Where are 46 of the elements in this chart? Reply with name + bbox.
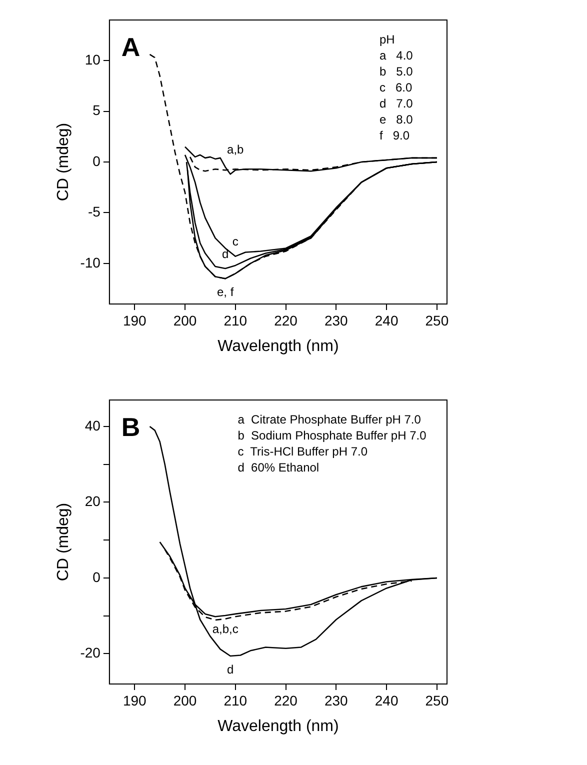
annotation: b Sodium Phosphate Buffer pH 7.0: [238, 428, 427, 442]
x-tick-label: 200: [173, 312, 197, 328]
annotation: e, f: [216, 284, 234, 299]
y-axis-title: CD (mdeg): [55, 122, 72, 202]
x-tick-label: 250: [425, 312, 449, 328]
annotation: c: [232, 234, 238, 249]
x-tick-label: 190: [122, 692, 147, 708]
y-tick-label: 0: [92, 568, 101, 585]
x-tick-label: 240: [374, 692, 398, 708]
y-tick-label: 20: [84, 493, 101, 510]
annotation: d 60% Ethanol: [238, 460, 320, 474]
x-tick-label: 230: [324, 312, 348, 328]
annotation: a,b: [227, 142, 244, 156]
y-tick-label: -20: [80, 644, 101, 661]
y-tick-label: 0: [92, 152, 101, 169]
x-tick-label: 250: [425, 692, 449, 708]
x-tick-label: 210: [224, 692, 248, 708]
x-axis-title: Wavelength (nm): [218, 338, 339, 355]
y-tick-label: -10: [80, 254, 101, 270]
annotation: pH: [379, 32, 395, 46]
annotation: d: [227, 662, 234, 676]
x-tick-label: 200: [173, 692, 197, 708]
y-axis-title: CD (mdeg): [55, 502, 72, 582]
annotation: d 7.0: [379, 96, 414, 110]
y-tick-label: 5: [92, 102, 101, 118]
annotation: e 8.0: [379, 112, 414, 126]
text: B: [121, 412, 140, 442]
annotation: c 6.0: [379, 80, 412, 94]
x-tick-label: 220: [274, 312, 298, 328]
annotation: a,b,c: [212, 622, 238, 636]
annotation: a 4.0: [379, 48, 414, 62]
annotation: a Citrate Phosphate Buffer pH 7.0: [238, 412, 422, 426]
y-tick-label: 10: [84, 51, 101, 68]
x-tick-label: 220: [274, 692, 298, 708]
annotation: c Tris-HCl Buffer pH 7.0: [238, 444, 368, 458]
annotation: f 9.0: [379, 128, 410, 142]
x-tick-label: 190: [122, 312, 147, 328]
y-tick-label: -5: [88, 204, 101, 220]
x-tick-label: 240: [374, 312, 398, 328]
x-axis-title: Wavelength (nm): [218, 718, 339, 735]
x-tick-label: 230: [324, 692, 348, 708]
annotation: d: [222, 246, 229, 261]
text: A: [121, 32, 140, 62]
y-tick-label: 40: [84, 417, 101, 434]
annotation: b 5.0: [379, 64, 414, 78]
x-tick-label: 210: [224, 312, 248, 328]
